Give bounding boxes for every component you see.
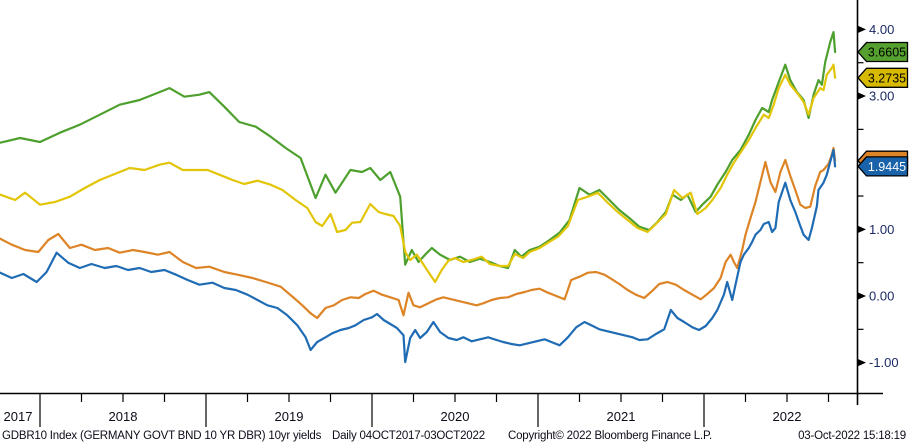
y-axis-label: 3.00 [869,89,894,104]
axis-frame [0,0,883,405]
footer-instrument-text: GDBR10 Index (GERMANY GOVT BND 10 YR DBR… [2,430,322,442]
series-orange-line [0,146,837,320]
y-axis-ticks: 4.00 3.00 1.00 0.00 -1.00 [857,22,899,370]
value-tag-label: 3.6605 [868,46,906,60]
value-tag-series-yellow: 3.2735 [857,67,909,88]
footer-date-range-text: Daily 04OCT2017-03OCT2022 [332,430,485,442]
y-axis-label: -1.00 [869,355,899,370]
value-tag-label: 1.9445 [868,160,906,174]
x-axis-year-2017: 2017 [3,409,33,424]
x-axis-year-2020: 2020 [440,409,470,424]
series-green-line [0,30,837,270]
x-axis-year-labels: 2017 2018 2019 2020 2021 2022 [0,409,910,426]
chart-footer: GDBR10 Index (GERMANY GOVT BND 10 YR DBR… [0,429,910,445]
footer-copyright-text: Copyright© 2022 Bloomberg Finance L.P. [508,430,712,442]
x-axis-year-2019: 2019 [274,409,304,424]
y-axis-label: 4.00 [869,22,894,37]
series-blue-line [0,148,837,364]
series-yellow-line [0,63,837,284]
x-axis-ticks [39,393,830,427]
value-tag-label: 3.2735 [868,71,906,85]
y-axis-label: 1.00 [869,222,894,237]
x-axis-year-2018: 2018 [108,409,138,424]
footer-timestamp-text: 03-Oct-2022 15:18:19 [798,430,906,442]
y-axis-label: 0.00 [869,289,894,304]
x-axis-year-2022: 2022 [772,409,802,424]
x-axis-year-2021: 2021 [606,409,636,424]
value-tag-series-green: 3.6605 [857,41,909,63]
value-tag-series-blue: 1.9445 [857,156,909,177]
